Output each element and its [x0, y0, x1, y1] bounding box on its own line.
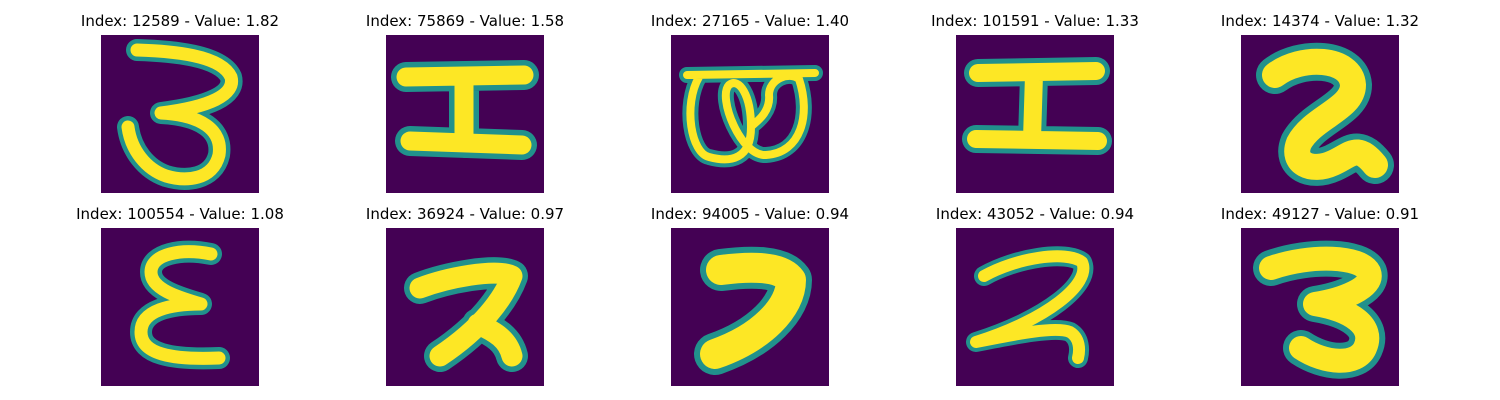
panel-title: Index: 101591 - Value: 1.33	[931, 12, 1139, 30]
digit-image	[671, 228, 829, 386]
digit-image	[956, 228, 1114, 386]
panel: Index: 49127 - Value: 0.91	[1200, 205, 1440, 386]
digit-image	[956, 35, 1114, 193]
digit-image	[1241, 228, 1399, 386]
panel-title: Index: 94005 - Value: 0.94	[650, 205, 850, 223]
panel-title: Index: 43052 - Value: 0.94	[935, 205, 1135, 223]
digit-image	[671, 35, 829, 193]
panel: Index: 36924 - Value: 0.97	[345, 205, 585, 386]
panel-title: Index: 36924 - Value: 0.97	[365, 205, 565, 223]
digit-image	[386, 35, 544, 193]
panel-title: Index: 75869 - Value: 1.58	[365, 12, 565, 30]
panel: Index: 101591 - Value: 1.33	[915, 12, 1155, 193]
panel-title: Index: 14374 - Value: 1.32	[1220, 12, 1420, 30]
panel-title: Index: 12589 - Value: 1.82	[80, 12, 280, 30]
panel: Index: 14374 - Value: 1.32	[1200, 12, 1440, 193]
digit-image	[101, 35, 259, 193]
panel: Index: 100554 - Value: 1.08	[60, 205, 300, 386]
panel: Index: 43052 - Value: 0.94	[915, 205, 1155, 386]
panel-title: Index: 49127 - Value: 0.91	[1220, 205, 1420, 223]
panel-title: Index: 100554 - Value: 1.08	[76, 205, 284, 223]
digit-image	[386, 228, 544, 386]
panel: Index: 75869 - Value: 1.58	[345, 12, 585, 193]
digit-image	[101, 228, 259, 386]
panel: Index: 12589 - Value: 1.82	[60, 12, 300, 193]
digit-image	[1241, 35, 1399, 193]
panel: Index: 27165 - Value: 1.40	[630, 12, 870, 193]
panel-title: Index: 27165 - Value: 1.40	[650, 12, 850, 30]
panel: Index: 94005 - Value: 0.94	[630, 205, 870, 386]
